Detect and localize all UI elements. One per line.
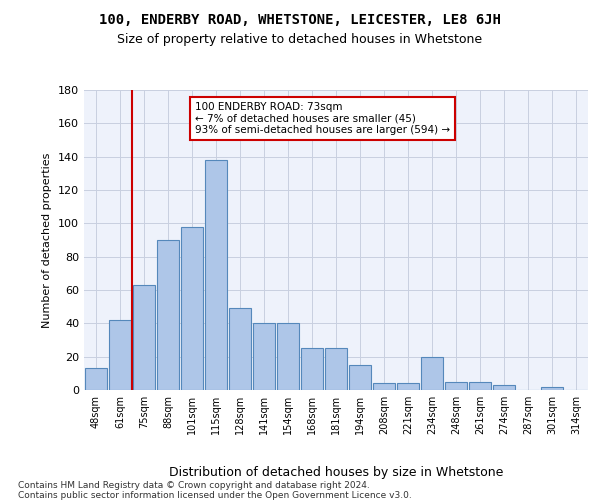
Bar [133, 285, 155, 390]
Text: Distribution of detached houses by size in Whetstone: Distribution of detached houses by size … [169, 466, 503, 479]
Bar [421, 356, 443, 390]
Text: 100, ENDERBY ROAD, WHETSTONE, LEICESTER, LE8 6JH: 100, ENDERBY ROAD, WHETSTONE, LEICESTER,… [99, 12, 501, 26]
Bar [373, 384, 395, 390]
Bar [493, 385, 515, 390]
Bar [541, 386, 563, 390]
Text: Contains public sector information licensed under the Open Government Licence v3: Contains public sector information licen… [18, 490, 412, 500]
Bar [157, 240, 179, 390]
Bar [469, 382, 491, 390]
Bar [445, 382, 467, 390]
Text: Size of property relative to detached houses in Whetstone: Size of property relative to detached ho… [118, 32, 482, 46]
Bar [397, 384, 419, 390]
Text: Contains HM Land Registry data © Crown copyright and database right 2024.: Contains HM Land Registry data © Crown c… [18, 482, 370, 490]
Bar [277, 324, 299, 390]
Bar [181, 226, 203, 390]
Bar [301, 348, 323, 390]
Text: 100 ENDERBY ROAD: 73sqm
← 7% of detached houses are smaller (45)
93% of semi-det: 100 ENDERBY ROAD: 73sqm ← 7% of detached… [195, 102, 450, 135]
Bar [349, 365, 371, 390]
Bar [85, 368, 107, 390]
Bar [253, 324, 275, 390]
Bar [325, 348, 347, 390]
Bar [109, 320, 131, 390]
Bar [229, 308, 251, 390]
Y-axis label: Number of detached properties: Number of detached properties [43, 152, 52, 328]
Bar [205, 160, 227, 390]
